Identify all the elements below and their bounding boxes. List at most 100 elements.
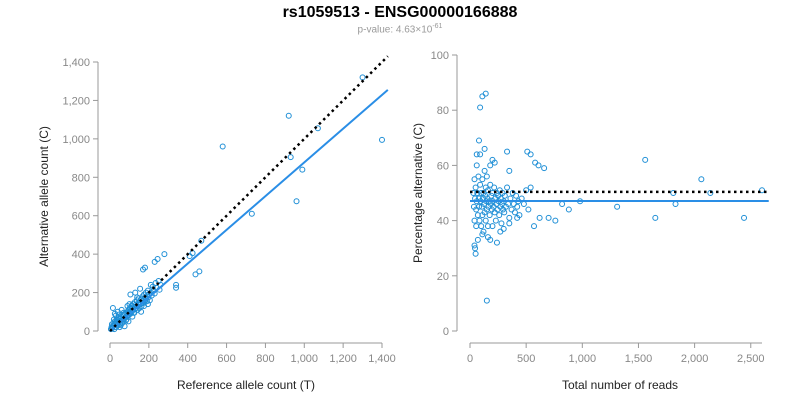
data-point [506, 167, 513, 174]
data-point [480, 228, 487, 235]
data-point [379, 136, 385, 143]
data-point [471, 242, 478, 249]
data-point [173, 284, 180, 291]
y-tick-label: 600 [72, 211, 90, 223]
data-point [124, 303, 131, 310]
data-point [488, 192, 495, 199]
data-point [473, 223, 480, 230]
data-point [532, 159, 539, 166]
data-point [137, 285, 144, 292]
data-point [483, 173, 490, 180]
data-point [134, 294, 141, 301]
data-point [359, 74, 366, 81]
data-point [149, 283, 156, 290]
y-axis-label: Alternative allele count (C) [37, 126, 51, 267]
data-point [525, 206, 532, 213]
data-point [504, 184, 511, 191]
y-tick-label: 80 [437, 105, 449, 117]
y-tick-label: 0 [84, 326, 90, 338]
data-point [109, 304, 116, 311]
chart-title: rs1059513 - ENSG00000166888 [282, 4, 518, 21]
data-point [477, 181, 484, 188]
data-point [484, 223, 491, 230]
x-tick-label: 2,500 [737, 353, 765, 365]
data-point [511, 209, 518, 216]
data-point [471, 176, 478, 183]
data-point [506, 214, 513, 221]
data-point [479, 231, 486, 238]
data-point [478, 223, 485, 230]
data-point [472, 250, 479, 257]
x-tick-label: 500 [517, 353, 535, 365]
data-point [219, 143, 226, 150]
data-point [652, 214, 659, 221]
data-point [545, 214, 552, 221]
data-point [492, 217, 499, 224]
data-point [501, 192, 508, 199]
data-point [192, 271, 199, 278]
data-point [496, 212, 503, 219]
data-point [559, 201, 566, 208]
data-point [127, 291, 134, 298]
data-point [474, 190, 481, 196]
data-point [161, 251, 168, 258]
data-point [552, 217, 559, 224]
data-point [483, 297, 490, 304]
data-point [489, 223, 496, 230]
data-point [487, 162, 494, 169]
p-value-text: p-value: 4.63×10 [357, 24, 433, 36]
y-tick-label: 60 [437, 160, 449, 172]
data-point [614, 203, 621, 210]
data-point [285, 112, 292, 119]
x-tick-label: 1,500 [625, 353, 653, 365]
data-point [115, 311, 122, 318]
data-point [565, 206, 572, 213]
data-point [741, 214, 748, 221]
data-point [477, 104, 484, 111]
data-point [248, 210, 255, 217]
data-point [151, 258, 158, 265]
data-point [125, 318, 132, 325]
data-point [287, 154, 294, 161]
data-point [491, 159, 498, 166]
y-axis-label: Percentage alternative (C) [411, 123, 425, 263]
data-point [154, 255, 161, 262]
scatter-plot-percentage: 0 20 40 60 80 100 0 500 1,000 1,500 2,000 2,500 Tota… [411, 50, 769, 392]
data-point [141, 264, 148, 271]
reference-line [109, 55, 389, 332]
y-tick-label: 20 [437, 271, 449, 283]
data-point [698, 176, 705, 183]
y-tick-label: 40 [437, 216, 449, 228]
data-point [120, 309, 127, 316]
data-point [474, 236, 481, 243]
data-point [481, 167, 488, 174]
data-point [508, 206, 515, 213]
data-point [472, 184, 479, 191]
data-point [514, 214, 521, 221]
p-value-exponent: -61 [432, 23, 443, 30]
data-point [140, 266, 147, 273]
y-tick-label: 1,200 [62, 95, 90, 107]
y-tick-label: 200 [72, 288, 90, 300]
data-point [482, 90, 489, 97]
data-point [513, 192, 520, 199]
data-point [138, 308, 145, 315]
data-point [475, 137, 482, 144]
data-point [473, 162, 480, 169]
data-point [504, 148, 511, 155]
x-tick-label: 600 [217, 353, 235, 365]
chart-subtitle: p-value: 4.63×10-61 [0, 23, 800, 35]
data-point [481, 145, 488, 152]
data-point [535, 162, 542, 169]
fit-line [109, 89, 389, 332]
data-point [473, 151, 480, 158]
y-tick-label: 1,400 [62, 57, 90, 69]
data-point [493, 239, 500, 246]
data-point [527, 184, 534, 191]
data-point [293, 198, 300, 205]
data-point [520, 201, 527, 208]
x-tick-label: 1,000 [569, 353, 597, 365]
data-point [531, 223, 538, 230]
data-point [642, 156, 649, 163]
